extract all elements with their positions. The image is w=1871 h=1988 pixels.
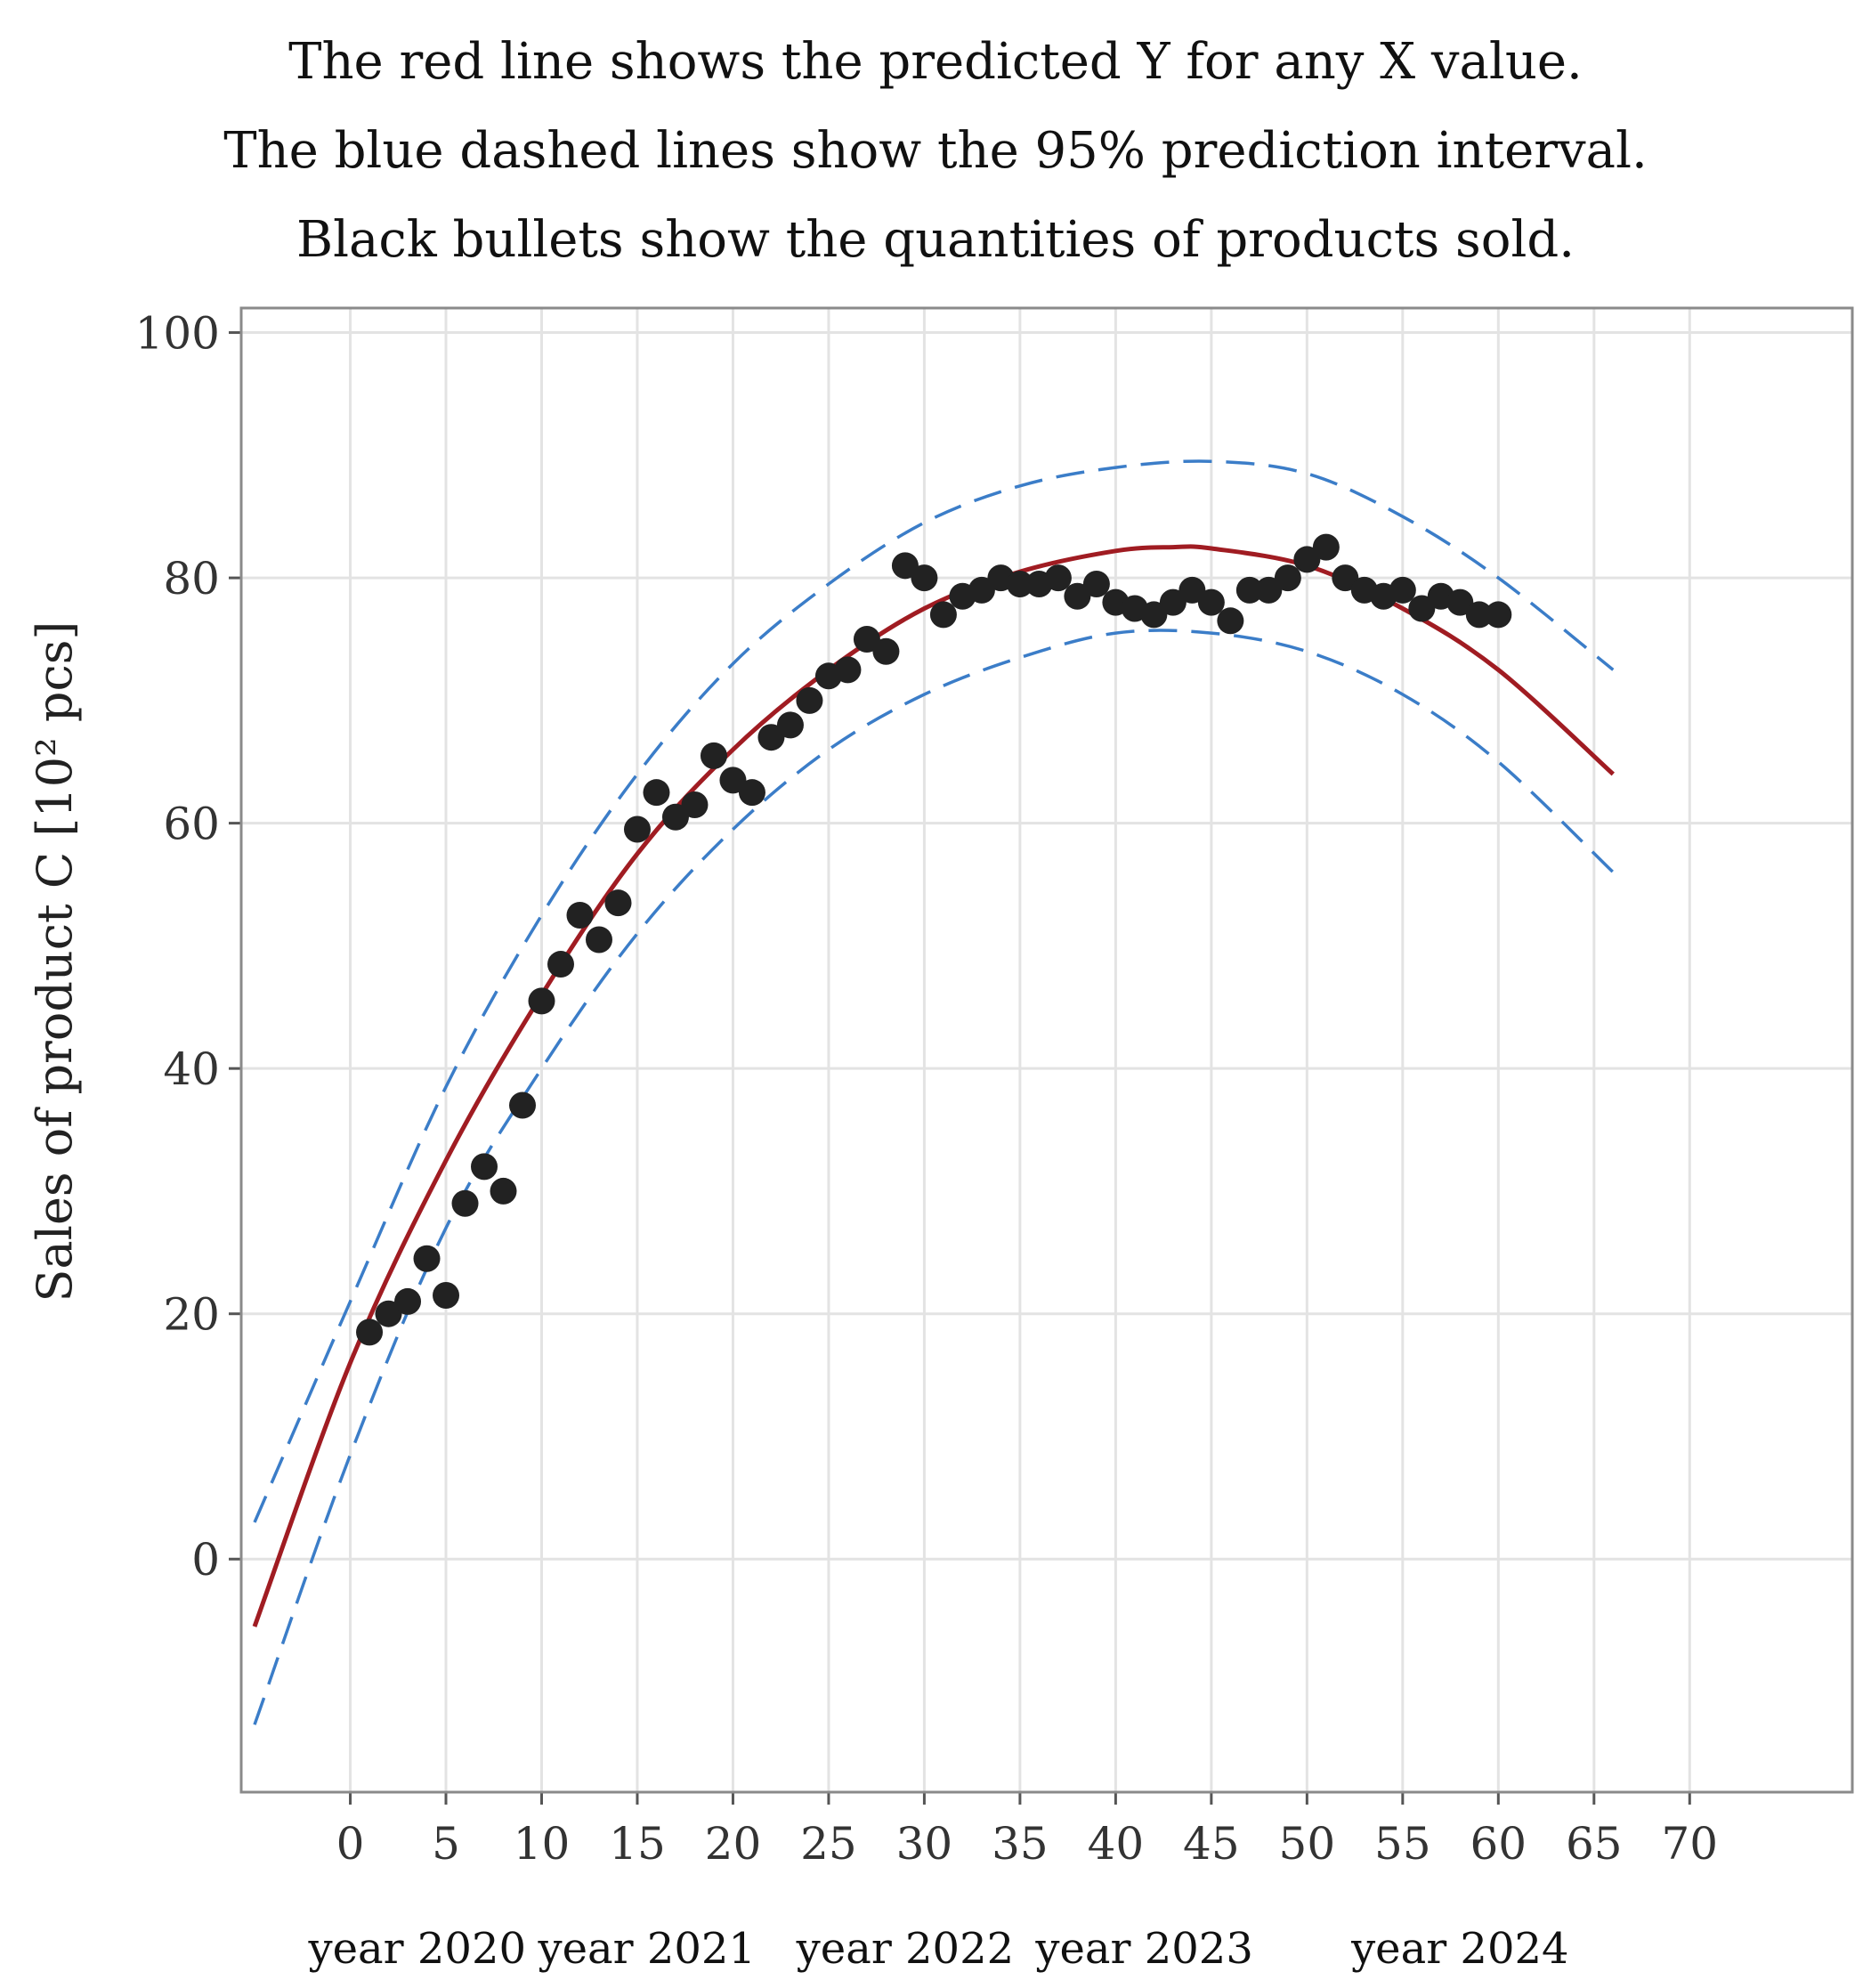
sales-data-point [585,926,612,953]
x-tick-label: 70 [1661,1818,1718,1870]
year-label: year 2020 [308,1924,527,1974]
x-tick-label: 10 [514,1818,571,1870]
series [252,459,1615,1725]
x-tick-label: 60 [1470,1818,1527,1870]
sales-data-point [566,901,594,929]
x-tick-label: 40 [1088,1818,1145,1870]
sales-data-point [1293,546,1321,573]
sales-data-point [604,889,632,917]
sales-data-point [968,576,995,604]
y-axis-label: Sales of product C [10² pcs] [27,621,83,1302]
sales-data-point [1197,588,1225,616]
sales-data-point [911,564,938,592]
sales-data-point [700,742,727,769]
y-tick-label: 20 [163,1289,220,1341]
sales-data-point [1332,564,1359,592]
sales-data-point [433,1282,460,1310]
sales-data-point [356,1319,384,1346]
x-tick-label: 0 [336,1818,365,1870]
x-tick-label: 25 [800,1818,857,1870]
sales-data-point [1465,601,1493,629]
sales-data-point [872,637,900,665]
sales-data-point [834,656,862,684]
year-label: year 2024 [1350,1924,1569,1974]
plot-background [241,308,1852,1792]
sales-data-point [757,724,785,751]
sales-data-point [413,1245,441,1272]
sales-data-point [1255,576,1283,604]
sales-data-point [1064,582,1091,610]
sales-data-point [547,951,574,978]
sales-data-point [796,686,823,714]
x-tick-label: 45 [1183,1818,1240,1870]
sales-data-point [451,1189,479,1217]
y-tick-label: 100 [135,308,220,360]
title-line-1: The red line shows the predicted Y for a… [288,33,1583,91]
sales-data-point [1408,595,1436,622]
sales-data-point [643,779,670,807]
sales-data-point [1389,576,1416,604]
y-tick-label: 40 [163,1043,220,1095]
grid [241,308,1852,1792]
sales-data-point [661,803,689,831]
year-label: year 2023 [1034,1924,1253,1974]
sales-data-point [719,767,747,794]
sales-data-point [528,987,555,1015]
sales-data-point [1446,588,1474,616]
sales-data-point [394,1287,422,1315]
x-tick-label: 20 [705,1818,762,1870]
x-tick-label: 35 [992,1818,1049,1870]
sales-data-point [929,601,957,629]
sales-data-point [471,1153,498,1181]
sales-data-point [1140,601,1168,629]
sales-data-point [738,779,765,807]
sales-data-point [490,1177,517,1205]
sales-data-point [1235,576,1263,604]
sales-data-point [1159,588,1187,616]
sales-data-point [1274,564,1301,592]
plot-frame [239,306,1854,1794]
title-line-2: The blue dashed lines show the 95% predi… [223,122,1648,180]
y-tick-label: 60 [163,799,220,850]
x-tick-label: 50 [1279,1818,1336,1870]
sales-data-point [623,815,651,843]
sales-data-point [1485,601,1512,629]
sales-data-point [375,1300,402,1327]
year-label: year 2022 [796,1924,1015,1974]
sales-data-point [508,1091,536,1119]
x-tick-label: 65 [1566,1818,1623,1870]
sales-data-point [1006,570,1033,597]
sales-data-point [1217,607,1244,635]
x-tick-label: 5 [432,1818,460,1870]
sales-data-point [1312,533,1340,561]
sales-data-point [1044,564,1072,592]
x-tick-label: 55 [1374,1818,1431,1870]
sales-data-point [853,625,880,653]
x-tick-label: 15 [609,1818,666,1870]
prediction-interval-line [253,459,1615,1523]
sales-data-point [681,791,709,818]
chart-title: The red line shows the predicted Y for a… [0,18,1871,285]
x-tick-label: 30 [896,1818,953,1870]
sales-data-point [776,711,804,739]
sales-data-point [1178,576,1206,604]
year-label: year 2021 [537,1924,756,1974]
axes: 0 5 10 15 20 25 30 35 40 45 50 55 60 65 70 0 20 40 60 80 100… [135,308,1719,1974]
sales-data-point [1082,570,1110,597]
title-line-3: Black bullets show the quantities of pro… [296,211,1575,269]
sales-data-point [891,552,919,580]
y-tick-label: 80 [163,553,220,605]
y-tick-label: 0 [191,1534,220,1586]
